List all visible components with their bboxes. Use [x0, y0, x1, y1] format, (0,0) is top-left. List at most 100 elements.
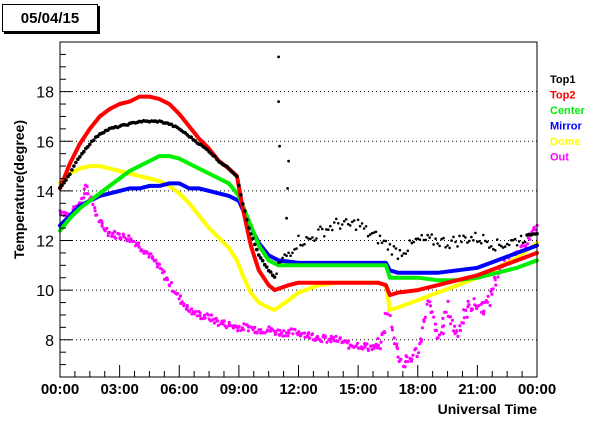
data-point [388, 313, 392, 318]
data-point [376, 337, 380, 341]
data-point [114, 236, 118, 240]
data-point [354, 228, 358, 231]
data-point [474, 231, 477, 235]
y-tick-label: 18 [36, 85, 54, 102]
data-point [190, 307, 194, 311]
data-point [76, 157, 80, 161]
data-point [307, 331, 311, 335]
data-point [437, 333, 441, 337]
data-point [374, 230, 378, 234]
data-point [491, 287, 495, 291]
data-point [360, 222, 364, 225]
data-point [464, 236, 467, 239]
data-point [422, 238, 426, 242]
data-point [426, 233, 430, 237]
data-point [410, 241, 414, 245]
data-point [178, 294, 183, 298]
data-point [336, 339, 340, 343]
data-point [411, 353, 415, 357]
data-point [352, 219, 356, 222]
data-point-outlier [278, 144, 281, 148]
data-point [505, 242, 509, 246]
data-point [493, 278, 497, 282]
data-point [86, 192, 90, 196]
data-point [155, 265, 159, 269]
data-point [160, 267, 164, 271]
data-point [433, 322, 437, 326]
data-point [128, 239, 132, 243]
data-point [235, 174, 239, 179]
data-point [242, 322, 246, 326]
data-point [137, 245, 141, 249]
data-point [286, 334, 290, 338]
data-point [399, 357, 403, 361]
data-point [254, 247, 259, 252]
data-point [275, 272, 278, 276]
data-point [195, 314, 199, 318]
data-point [365, 342, 369, 346]
data-point [333, 221, 336, 224]
data-point [390, 325, 394, 329]
data-point [362, 227, 366, 230]
data-point [430, 233, 434, 236]
data-point [344, 218, 348, 221]
data-point [404, 252, 408, 255]
data-point [382, 330, 386, 334]
data-point [212, 317, 216, 321]
data-point [346, 339, 351, 343]
data-point [441, 316, 445, 320]
data-point [66, 174, 70, 179]
data-point [82, 187, 86, 191]
data-point [279, 260, 282, 264]
y-tick-label: 10 [36, 283, 54, 300]
data-point [414, 237, 418, 241]
legend-entry-dome: Dome [550, 136, 581, 148]
data-point [515, 244, 519, 247]
data-point [332, 339, 336, 343]
data-point [366, 234, 370, 238]
data-point [129, 237, 133, 241]
data-point [405, 355, 409, 359]
data-point [227, 320, 231, 325]
data-point [88, 142, 92, 147]
data-point [132, 239, 136, 244]
data-point [482, 309, 486, 313]
data-point [414, 346, 418, 351]
data-point [308, 336, 312, 340]
series-dome [58, 164, 539, 312]
data-point [241, 202, 245, 206]
data-point [140, 249, 144, 253]
data-point [456, 334, 460, 338]
data-point [403, 365, 407, 369]
data-point [325, 340, 329, 344]
data-point [420, 326, 424, 330]
data-point [323, 235, 326, 238]
data-point [213, 154, 217, 159]
data-point [247, 226, 251, 230]
x-tick-label: 06:00 [160, 381, 198, 398]
data-point [347, 346, 351, 350]
data-point [157, 262, 162, 266]
data-point [386, 248, 390, 251]
data-point [289, 254, 292, 257]
data-point [185, 304, 189, 308]
data-point [309, 237, 312, 241]
data-point [380, 241, 384, 245]
data-point [460, 240, 463, 244]
data-point [62, 180, 66, 185]
data-point [72, 164, 76, 168]
data-point [485, 300, 489, 304]
y-tick-label: 12 [36, 234, 54, 251]
data-point [93, 206, 97, 210]
data-point [64, 178, 68, 182]
data-point [100, 219, 104, 223]
x-tick-label: 03:00 [100, 381, 138, 398]
data-point [206, 313, 210, 317]
data-point [106, 234, 110, 238]
data-point [342, 219, 346, 223]
data-point [398, 248, 402, 252]
data-point [425, 302, 429, 306]
data-point [386, 312, 390, 316]
data-point [169, 281, 174, 285]
